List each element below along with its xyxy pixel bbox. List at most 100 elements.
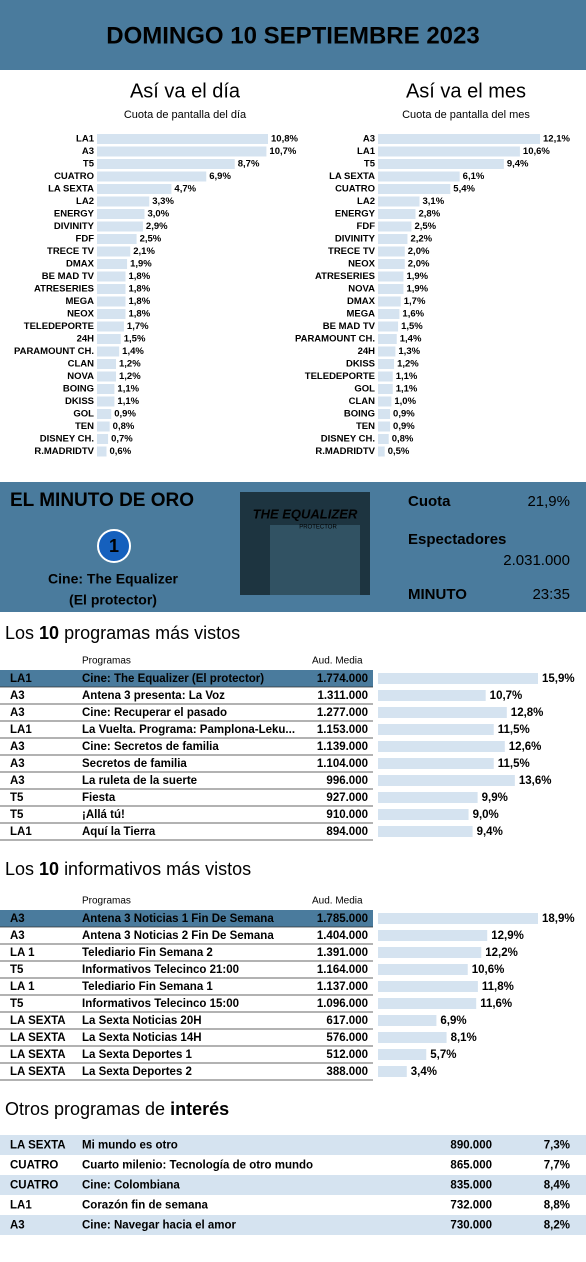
audience: 996.000 <box>326 775 368 787</box>
program: La ruleta de la suerte <box>82 775 197 787</box>
bar <box>97 359 116 369</box>
value-label: 0,9% <box>393 409 415 420</box>
value-label: 0,8% <box>113 421 135 432</box>
bar <box>378 196 420 207</box>
value-label: 12,1% <box>543 134 570 145</box>
share-bar <box>378 1049 427 1060</box>
program: Cine: Colombiana <box>82 1180 180 1192</box>
channel: A3 <box>10 741 25 753</box>
category-label: BOING <box>344 409 375 420</box>
channel: LA 1 <box>10 947 35 959</box>
heading-part: programas más vistos <box>64 623 240 643</box>
value-label: 2,8% <box>418 209 440 220</box>
channel: A3 <box>10 1220 25 1232</box>
audience: 1.785.000 <box>317 913 368 925</box>
value-label: 1,1% <box>117 384 139 395</box>
section-heading: Otros programas de interés <box>5 1099 229 1119</box>
bar <box>97 221 143 232</box>
bar <box>97 296 126 307</box>
stat-label: Cuota <box>408 493 451 510</box>
bar <box>378 359 395 369</box>
audience: 1.277.000 <box>317 707 368 719</box>
audience: 927.000 <box>326 792 368 804</box>
value-label: 1,5% <box>124 334 146 345</box>
heading-part: 10 <box>39 623 59 643</box>
category-label: PARAMOUNT CH. <box>14 346 94 357</box>
value-label: 0,9% <box>393 421 415 432</box>
bar <box>378 371 393 382</box>
category-label: ATRESERIES <box>315 271 375 282</box>
value-label: 0,6% <box>110 446 132 457</box>
share-label: 11,5% <box>498 758 530 770</box>
program: Secretos de familia <box>82 758 187 770</box>
golden-program-sub: (El protector) <box>69 592 157 608</box>
heading-part: 10 <box>39 859 59 879</box>
category-label: T5 <box>83 159 95 170</box>
bar <box>378 171 460 182</box>
share-bar <box>378 758 494 769</box>
bar <box>378 409 391 419</box>
value-label: 0,7% <box>111 434 133 445</box>
heading-part: Los <box>5 859 34 879</box>
program: Fiesta <box>82 792 116 804</box>
share-bar <box>378 913 538 924</box>
header-title: DOMINGO 10 SEPTIEMBRE 2023 <box>106 22 479 49</box>
bar <box>97 159 235 169</box>
program: Informativos Telecinco 21:00 <box>82 964 239 976</box>
share-label: 8,1% <box>451 1032 477 1044</box>
audience: 1.774.000 <box>317 673 368 685</box>
audience: 1.404.000 <box>317 930 368 942</box>
category-label: MEGA <box>347 309 376 320</box>
program: Cine: The Equalizer (El protector) <box>82 673 264 685</box>
channel: T5 <box>10 809 24 821</box>
poster-title: THE EQUALIZER <box>253 506 358 521</box>
value-label: 3,3% <box>152 196 174 207</box>
category-label: BOING <box>63 384 94 395</box>
value-label: 6,9% <box>209 171 231 182</box>
bar <box>378 384 393 394</box>
program: ¡Allá tú! <box>82 809 125 821</box>
value-label: 2,5% <box>414 221 436 232</box>
program: Corazón fin de semana <box>82 1200 208 1212</box>
bar <box>378 421 391 432</box>
share-bar <box>378 1066 407 1077</box>
value-label: 1,2% <box>119 371 141 382</box>
category-label: NEOX <box>67 309 95 320</box>
category-label: MEGA <box>66 296 95 307</box>
program: Mi mundo es otro <box>82 1140 178 1152</box>
category-label: NOVA <box>348 284 375 295</box>
value-label: 1,8% <box>129 271 151 282</box>
row-highlight <box>0 910 373 927</box>
bar <box>378 259 405 269</box>
column-header: Aud. Media <box>312 656 363 667</box>
share-bar <box>378 809 469 820</box>
share-label: 5,7% <box>430 1049 456 1061</box>
program: Aquí la Tierra <box>82 826 156 838</box>
channel: T5 <box>10 998 24 1010</box>
share-bar <box>378 964 468 975</box>
category-label: CUATRO <box>335 184 375 195</box>
value-label: 1,1% <box>396 384 418 395</box>
category-label: LA SEXTA <box>48 184 94 195</box>
audience: 1.311.000 <box>317 690 368 702</box>
category-label: BE MAD TV <box>42 271 95 282</box>
category-label: GOL <box>354 384 375 395</box>
bar <box>97 196 150 207</box>
channel: A3 <box>10 707 25 719</box>
bar <box>97 371 116 382</box>
share-label: 11,8% <box>482 981 514 993</box>
program: Antena 3 Noticias 2 Fin De Semana <box>82 930 274 942</box>
row-bg <box>0 1135 586 1155</box>
bar <box>97 234 137 244</box>
channel: LA1 <box>10 826 32 838</box>
value-label: 1,4% <box>122 346 144 357</box>
bar <box>97 446 107 457</box>
share-label: 9,9% <box>482 792 508 804</box>
audience: 576.000 <box>326 1032 368 1044</box>
stat-label: Espectadores <box>408 531 506 548</box>
bar <box>97 384 115 394</box>
value-label: 5,4% <box>453 184 475 195</box>
chart-title: Así va el mes <box>406 80 526 102</box>
category-label: DIVINITY <box>54 221 95 232</box>
audience: 1.153.000 <box>317 724 368 736</box>
